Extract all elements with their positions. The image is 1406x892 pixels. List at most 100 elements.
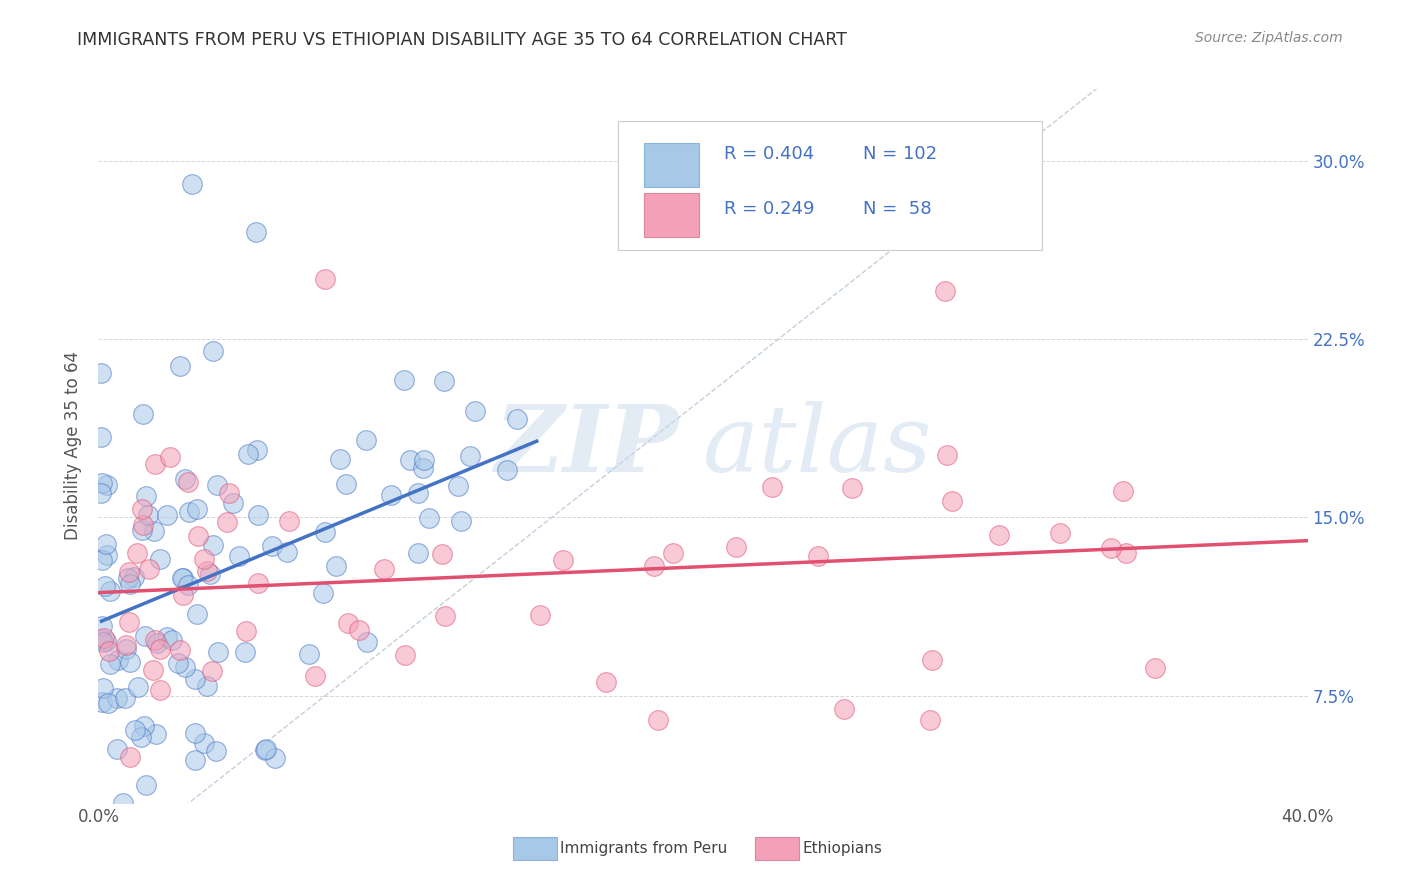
Point: [201, 664, 224, 678]
Text: atlas: atlas: [703, 401, 932, 491]
Point: [186, 501, 208, 516]
Point: [131, 501, 153, 516]
Point: [408, 486, 430, 500]
Point: [142, 663, 165, 677]
Point: [124, 723, 146, 737]
Point: [412, 461, 434, 475]
Point: [156, 630, 179, 644]
Point: [90, 632, 112, 647]
Text: R = 0.249: R = 0.249: [724, 200, 814, 218]
Point: [1144, 661, 1167, 675]
Point: [105, 690, 128, 705]
Point: [172, 570, 194, 584]
Point: [807, 549, 830, 563]
Point: [149, 551, 172, 566]
Point: [197, 564, 219, 578]
Point: [96, 477, 118, 491]
FancyBboxPatch shape: [644, 143, 699, 187]
Point: [247, 576, 270, 591]
Point: [96, 548, 118, 562]
Point: [834, 702, 856, 716]
Point: [988, 528, 1011, 542]
Point: [143, 457, 166, 471]
Point: [260, 539, 283, 553]
Point: [132, 719, 155, 733]
Point: [91, 681, 114, 696]
FancyBboxPatch shape: [755, 837, 799, 860]
Point: [337, 616, 360, 631]
Point: [529, 608, 551, 623]
Point: [207, 478, 229, 492]
Point: [162, 633, 184, 648]
Point: [124, 569, 146, 583]
Point: [169, 643, 191, 657]
Point: [129, 730, 152, 744]
Y-axis label: Disability Age 35 to 64: Disability Age 35 to 64: [65, 351, 83, 541]
Point: [725, 540, 748, 554]
Point: [1112, 483, 1135, 498]
Point: [247, 508, 270, 523]
Point: [146, 636, 169, 650]
Point: [761, 480, 783, 494]
Point: [184, 725, 207, 739]
Point: [314, 524, 336, 539]
Point: [254, 742, 277, 756]
Point: [433, 609, 456, 624]
Point: [392, 373, 415, 387]
Point: [142, 524, 165, 538]
Point: [941, 494, 963, 508]
Point: [406, 546, 429, 560]
Point: [304, 669, 326, 683]
Point: [169, 359, 191, 373]
Point: [312, 586, 335, 600]
Point: [143, 632, 166, 647]
Point: [246, 442, 269, 457]
Point: [93, 631, 115, 645]
Point: [184, 753, 207, 767]
Text: Immigrants from Peru: Immigrants from Peru: [561, 841, 727, 856]
Point: [233, 645, 256, 659]
Point: [918, 713, 941, 727]
Text: Ethiopians: Ethiopians: [803, 841, 882, 856]
Point: [90, 367, 112, 381]
Point: [207, 644, 229, 658]
Point: [458, 449, 481, 463]
Point: [921, 653, 943, 667]
Point: [156, 508, 179, 523]
Point: [200, 567, 222, 582]
Point: [356, 635, 378, 649]
Point: [132, 408, 155, 422]
Point: [277, 514, 299, 528]
Point: [661, 546, 683, 560]
Point: [134, 629, 156, 643]
Point: [100, 584, 122, 599]
Point: [202, 343, 225, 358]
Point: [551, 553, 574, 567]
Point: [193, 736, 215, 750]
Point: [183, 672, 205, 686]
Point: [195, 679, 218, 693]
Point: [91, 634, 114, 648]
Point: [91, 619, 114, 633]
Point: [181, 178, 204, 192]
Point: [132, 518, 155, 533]
Text: IMMIGRANTS FROM PERU VS ETHIOPIAN DISABILITY AGE 35 TO 64 CORRELATION CHART: IMMIGRANTS FROM PERU VS ETHIOPIAN DISABI…: [77, 31, 848, 49]
Point: [96, 634, 118, 648]
Text: N = 102: N = 102: [863, 145, 936, 163]
Point: [413, 453, 436, 467]
Point: [149, 642, 172, 657]
Point: [90, 486, 112, 500]
Point: [201, 538, 224, 552]
Point: [204, 744, 226, 758]
Point: [298, 648, 321, 662]
Point: [418, 511, 440, 525]
Point: [496, 463, 519, 477]
FancyBboxPatch shape: [644, 193, 699, 237]
Point: [394, 648, 416, 663]
Point: [115, 641, 138, 656]
Point: [98, 644, 121, 658]
Point: [218, 486, 240, 500]
Point: [145, 727, 167, 741]
Point: [329, 452, 352, 467]
Point: [149, 682, 172, 697]
